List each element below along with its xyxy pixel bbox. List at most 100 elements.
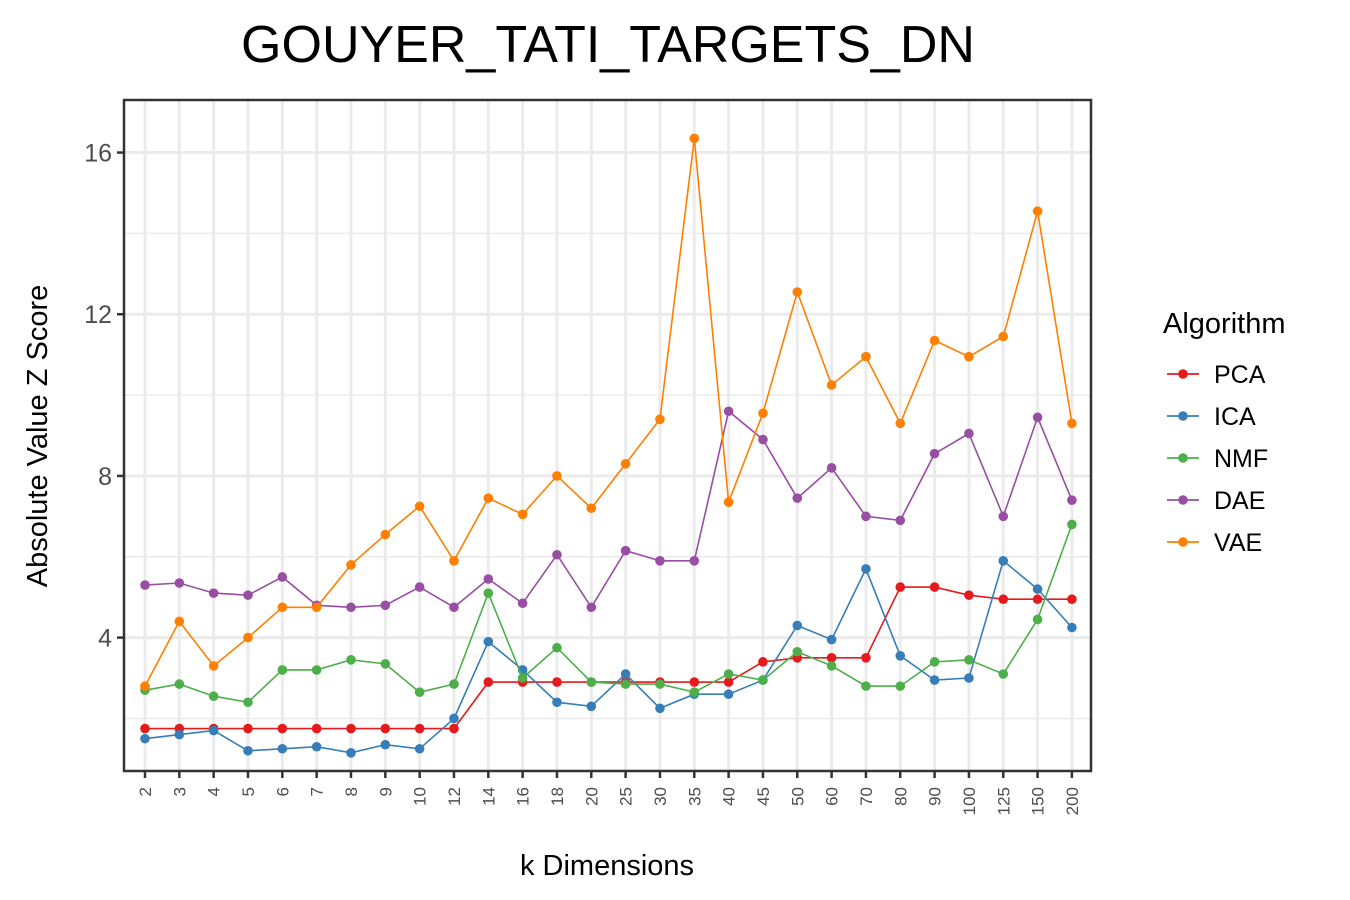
data-point-vae [140, 681, 150, 691]
data-point-pca [1067, 594, 1077, 605]
legend-label-ica: ICA [1214, 403, 1256, 431]
data-point-vae [895, 418, 906, 429]
data-point-dae [1032, 412, 1043, 423]
legend-label-vae: VAE [1214, 529, 1262, 557]
data-point-vae [861, 351, 871, 362]
data-point-vae [964, 351, 974, 362]
data-point-dae [964, 428, 974, 439]
y-tick-label: 16 [84, 140, 112, 168]
data-point-pca [449, 723, 459, 734]
x-tick-label: 125 [994, 787, 1013, 815]
data-point-pca [243, 723, 253, 734]
data-point-ica [552, 697, 562, 708]
data-point-vae [1032, 206, 1043, 216]
data-point-nmf [758, 675, 768, 685]
data-point-pca [311, 723, 322, 734]
data-point-dae [208, 588, 219, 598]
data-point-pca [929, 582, 940, 592]
x-tick-label: 100 [960, 787, 979, 815]
data-point-vae [792, 287, 803, 297]
data-point-dae [380, 600, 391, 611]
data-point-dae [346, 602, 356, 613]
data-point-nmf [208, 691, 219, 702]
legend-label-nmf: NMF [1214, 445, 1268, 473]
data-point-dae [1067, 495, 1077, 505]
data-point-dae [174, 578, 185, 588]
data-point-nmf [792, 646, 803, 657]
x-tick-label: 2 [136, 787, 155, 796]
data-point-pca [346, 723, 356, 734]
data-point-vae [517, 509, 528, 520]
data-point-pca [826, 653, 837, 663]
x-axis-title: k Dimensions [520, 850, 694, 882]
data-point-nmf [964, 655, 974, 665]
y-tick-label: 12 [84, 301, 112, 329]
data-point-vae [689, 133, 700, 144]
data-point-nmf [243, 697, 253, 708]
data-point-ica [414, 743, 425, 754]
y-axis-title: Absolute Value Z Score [22, 285, 54, 588]
data-point-nmf [346, 655, 356, 665]
data-point-vae [208, 661, 219, 671]
data-point-nmf [517, 673, 528, 683]
data-point-ica [1032, 584, 1043, 594]
plot-border [122, 98, 1093, 773]
x-tick-label: 150 [1029, 787, 1048, 815]
data-point-ica [998, 556, 1009, 566]
data-point-ica [311, 741, 322, 752]
data-point-ica [449, 713, 459, 724]
data-point-vae [174, 616, 185, 627]
series-line-ica [144, 559, 1073, 754]
x-tick-label: 80 [891, 787, 910, 806]
data-point-dae [826, 463, 837, 473]
data-point-dae [758, 434, 768, 445]
data-point-vae [243, 632, 253, 643]
data-point-dae [277, 572, 288, 582]
plot-gridlines [124, 100, 1091, 771]
plot-series [140, 133, 1077, 758]
data-point-pca [380, 723, 391, 734]
data-point-ica [655, 703, 665, 714]
data-point-vae [723, 497, 734, 507]
x-tick-label: 60 [823, 787, 842, 806]
data-point-dae [449, 602, 459, 613]
series-line-vae [144, 138, 1073, 687]
x-tick-label: 200 [1063, 787, 1082, 815]
data-point-nmf [311, 665, 322, 675]
data-point-pca [483, 677, 494, 687]
data-point-vae [346, 560, 356, 570]
data-point-dae [998, 511, 1009, 522]
data-point-dae [414, 582, 425, 592]
data-point-ica [1067, 622, 1077, 633]
data-point-pca [277, 723, 288, 734]
data-point-vae [311, 602, 322, 613]
x-tick-label: 12 [445, 787, 464, 806]
data-point-pca [895, 582, 906, 592]
x-tick-label: 10 [411, 787, 430, 806]
data-point-ica [895, 650, 906, 661]
data-point-vae [483, 493, 494, 503]
data-point-vae [655, 414, 665, 425]
data-point-nmf [586, 677, 597, 687]
data-point-ica [964, 673, 974, 683]
data-point-vae [552, 471, 562, 481]
x-tick-label: 3 [170, 787, 189, 796]
data-point-pca [723, 677, 734, 687]
data-point-nmf [1032, 614, 1043, 625]
x-tick-label: 16 [514, 787, 533, 806]
data-point-ica [243, 745, 253, 756]
data-point-dae [620, 545, 631, 556]
data-point-nmf [620, 679, 631, 689]
legend-marker-vae [1178, 537, 1188, 547]
data-point-dae [140, 580, 150, 590]
data-point-dae [517, 598, 528, 609]
series-line-nmf [144, 524, 1073, 704]
legend-marker-nmf [1178, 453, 1188, 463]
data-point-pca [998, 594, 1009, 605]
data-point-nmf [895, 681, 906, 691]
x-tick-label: 6 [273, 787, 292, 796]
legend-marker-ica [1178, 411, 1188, 421]
data-point-vae [414, 501, 425, 512]
data-point-nmf [414, 687, 425, 697]
